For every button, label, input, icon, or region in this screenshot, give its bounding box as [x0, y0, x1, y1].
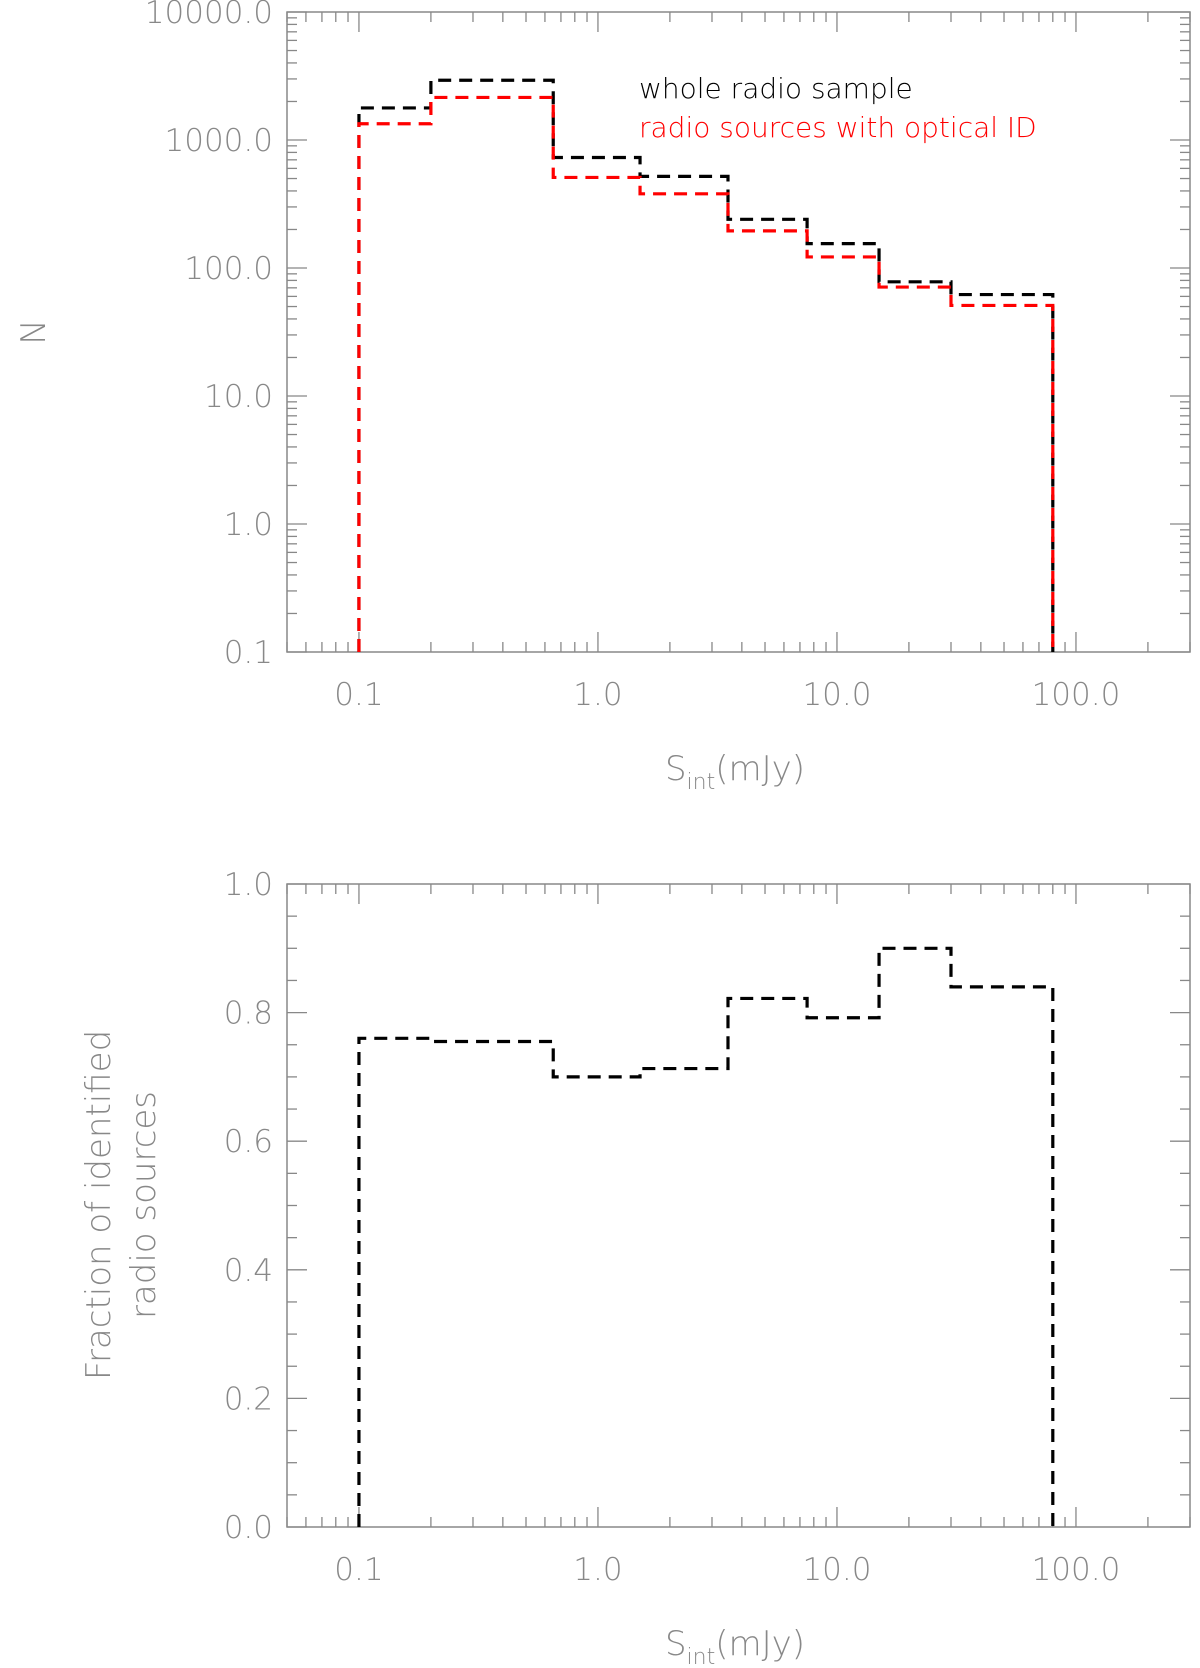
plot-frame [286, 883, 1191, 1528]
x-tick-label: 1.0 [573, 1552, 622, 1588]
y-tick-label: 0.0 [224, 1510, 273, 1546]
x-axis-label-unit: (mJy) [715, 749, 805, 789]
y-tick-label: 100.0 [184, 251, 273, 287]
y-tick-label: 10000.0 [145, 0, 273, 31]
major-ticks [287, 883, 1190, 1528]
y-tick-label: 1000.0 [165, 123, 273, 159]
y-tick-label: 0.6 [224, 1124, 273, 1160]
x-axis-label-subscript: int [687, 1645, 716, 1668]
x-tick-label: 100.0 [1032, 1552, 1121, 1588]
major-ticks [287, 11, 1190, 653]
x-axis-label-main: S [665, 749, 687, 789]
y-tick-labels: 0.1 1.0 10.0 100.0 1000.0 10000.0 [145, 0, 273, 671]
x-tick-label: 0.1 [334, 1552, 383, 1588]
y-axis-label: N [14, 319, 54, 344]
minor-ticks [286, 12, 1191, 652]
plot-frame [286, 11, 1191, 653]
x-tick-labels: 0.1 1.0 10.0 100.0 [334, 1552, 1120, 1588]
x-tick-label: 1.0 [573, 677, 622, 713]
series-layer [357, 946, 1055, 1527]
x-axis-label: Sint(mJy) [665, 1624, 805, 1668]
y-tick-labels: 0.0 0.2 0.4 0.6 0.8 1.0 [224, 867, 273, 1546]
y-axis-label-line-2: radio sources [124, 1091, 164, 1319]
x-axis-label-subscript: int [687, 770, 716, 795]
legend-entry-optical-id: radio sources with optical ID [639, 111, 1037, 144]
x-tick-label: 10.0 [802, 677, 871, 713]
y-tick-label: 0.4 [224, 1253, 273, 1289]
x-tick-labels: 0.1 1.0 10.0 100.0 [334, 677, 1120, 713]
y-tick-label: 0.2 [224, 1381, 273, 1417]
x-tick-label: 100.0 [1032, 677, 1121, 713]
series-line-radio-sources-with-optical-id [357, 95, 1055, 652]
y-axis-label-line-1: Fraction of identified [79, 1030, 119, 1380]
y-tick-label: 1.0 [224, 507, 273, 543]
y-tick-label: 0.1 [224, 635, 273, 671]
y-tick-label: 1.0 [224, 867, 273, 903]
y-tick-label: 0.8 [224, 996, 273, 1032]
series-layer [357, 78, 1055, 652]
y-tick-label: 10.0 [204, 379, 273, 415]
x-axis-label-main: S [665, 1624, 687, 1664]
counts-histogram-panel: 0.1 1.0 10.0 100.0 1000.0 10000.0 0.1 1.0 10.0 1… [14, 0, 1191, 795]
series-line-fraction [357, 946, 1055, 1527]
fraction-histogram-panel: 0.0 0.2 0.4 0.6 0.8 1.0 0.1 1.0 10.0 100.0 Fract… [79, 867, 1191, 1668]
minor-ticks [286, 884, 1191, 1527]
series-line-whole-radio-sample [357, 78, 1055, 652]
x-axis-label-unit: (mJy) [715, 1624, 805, 1664]
legend-entry-whole-sample: whole radio sample [639, 72, 913, 105]
x-tick-label: 0.1 [334, 677, 383, 713]
x-tick-label: 10.0 [802, 1552, 871, 1588]
x-axis-label: Sint(mJy) [665, 749, 805, 795]
